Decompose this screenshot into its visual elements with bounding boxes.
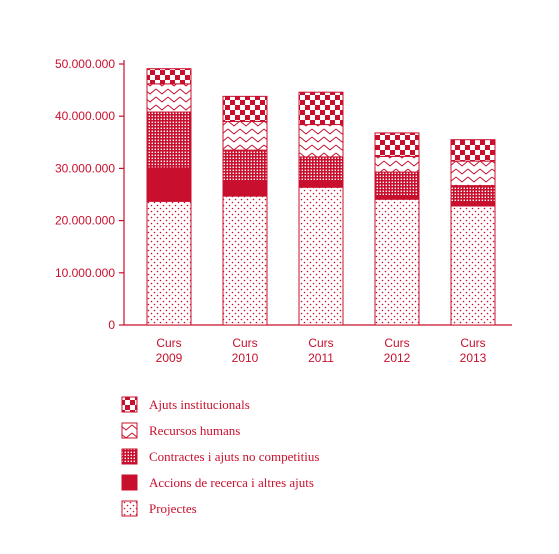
bar-stack: [146, 68, 192, 326]
x-tick-label: 2009: [156, 351, 183, 365]
y-tick-label: 30.000.000: [55, 161, 115, 175]
bar-segment-checker: [298, 91, 344, 126]
x-tick-label: 2012: [384, 351, 411, 365]
bar-segment-checker: [222, 95, 268, 122]
bar-stack: [298, 91, 344, 326]
legend-swatch: [121, 474, 138, 491]
bar-segment-zigzag: [146, 83, 192, 113]
bar-segment-dots: [222, 195, 268, 326]
bar-segment-checker: [450, 139, 496, 162]
bar-stack: [222, 95, 268, 326]
bar-stack: [450, 139, 496, 326]
x-tick-label: Curs: [156, 336, 181, 350]
y-tick-label: 10.000.000: [55, 266, 115, 280]
bar-segment-dots: [298, 186, 344, 326]
x-tick-label: Curs: [232, 336, 257, 350]
legend-swatch: [121, 500, 138, 517]
bar-segment-solid: [222, 180, 268, 197]
bar-segment-grid: [298, 156, 344, 183]
x-tick-label: 2010: [232, 351, 259, 365]
bar-segment-zigzag: [374, 155, 420, 173]
legend-label: Projectes: [149, 501, 197, 516]
legend-item: Recursos humans: [121, 422, 240, 439]
legend-label: Contractes i ajuts no competitius: [149, 449, 319, 464]
bar-segment-zigzag: [298, 124, 344, 158]
bar-segment-checker: [146, 68, 192, 85]
bar-segment-dots: [450, 205, 496, 326]
y-tick-label: 40.000.000: [55, 109, 115, 123]
legend-item: Projectes: [121, 500, 197, 517]
legend-item: Contractes i ajuts no competitius: [121, 448, 319, 465]
bar-segment-solid: [298, 181, 344, 188]
x-tick-label: Curs: [384, 336, 409, 350]
x-tick-label: 2011: [308, 351, 334, 365]
bar-segment-zigzag: [450, 160, 496, 187]
bar-segment-solid: [146, 167, 192, 202]
legend-label: Recursos humans: [149, 423, 240, 438]
bar-segment-grid: [374, 171, 420, 197]
bar-segment-checker: [374, 132, 420, 157]
bar-segment-solid: [450, 201, 496, 207]
x-tick-label: 2013: [460, 351, 487, 365]
bars: [146, 68, 496, 326]
x-tick-label: Curs: [460, 336, 485, 350]
bar-segment-grid: [222, 149, 268, 182]
legend-label: Accions de recerca i altres ajuts: [149, 475, 314, 490]
y-tick-label: 50.000.000: [55, 57, 115, 71]
bar-segment-zigzag: [222, 120, 268, 151]
bar-segment-grid: [146, 111, 192, 169]
y-tick-label: 20.000.000: [55, 214, 115, 228]
y-axis: 0 10.000.000 20.000.000 30.000.000 40.000.00…: [55, 57, 125, 332]
legend-item: Accions de recerca i altres ajuts: [121, 474, 314, 491]
legend-item: Ajuts institucionals: [121, 396, 250, 413]
legend-swatch: [121, 422, 138, 439]
legend-swatch: [121, 396, 138, 413]
y-tick-label: 0: [108, 318, 115, 332]
legend: Ajuts institucionals Recursos humans Contr…: [121, 396, 319, 517]
x-tick-label: Curs: [308, 336, 333, 350]
bar-stack: [374, 132, 420, 326]
bar-segment-dots: [146, 200, 192, 326]
bar-segment-grid: [450, 185, 496, 203]
legend-label: Ajuts institucionals: [149, 397, 250, 412]
legend-swatch: [121, 448, 138, 465]
bar-segment-dots: [374, 198, 420, 326]
